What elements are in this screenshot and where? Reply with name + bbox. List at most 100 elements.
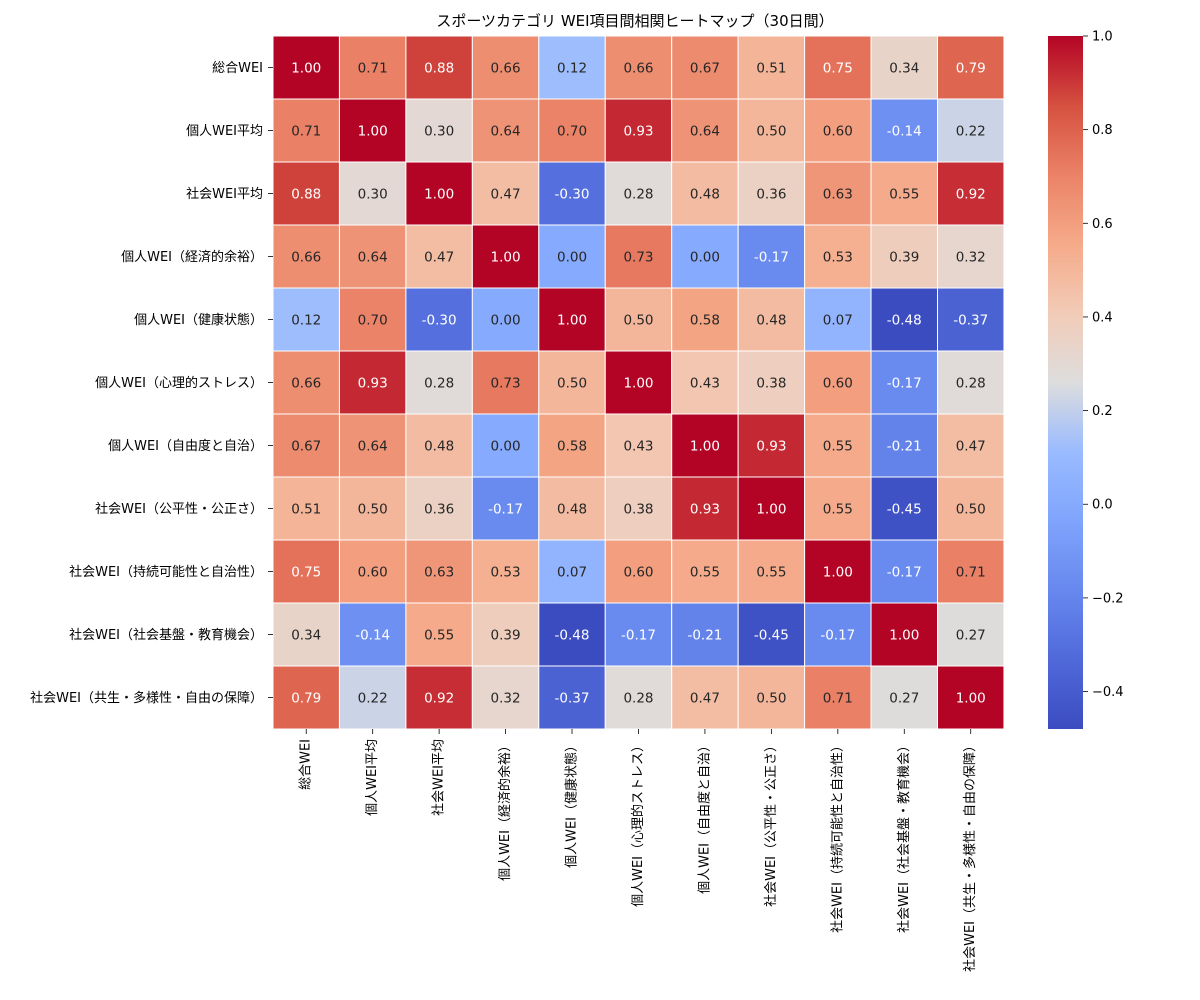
row-label-7: 社会WEI（公平性・公正さ） [95,501,263,517]
row-label-1: 個人WEI平均 [186,124,263,139]
cell-value-r0-c7: 0.51 [756,61,786,77]
heatmap-cell-r9-c0 [272,602,340,667]
cell-value-r6-c8: 0.55 [823,439,853,455]
cell-value-r0-c9: 0.34 [889,61,919,77]
cell-value-r10-c5: 0.28 [623,691,653,707]
cell-value-r2-c0: 0.88 [291,187,321,203]
cell-value-r0-c4: 0.12 [557,61,587,77]
heatmap-cell-r8-c2 [405,539,473,604]
cell-value-r7-c8: 0.55 [823,502,853,518]
heatmap-cell-r5-c0 [272,350,340,415]
heatmap-cell-r7-c4 [538,476,606,541]
cell-value-r6-c4: 0.58 [557,439,587,455]
cell-value-r10-c10: 1.00 [956,691,986,707]
heatmap-cell-r4-c0 [272,287,340,352]
cell-value-r6-c5: 0.43 [623,439,653,455]
heatmap-cell-r2-c0 [272,161,340,226]
colorbar-gradient [1048,36,1083,729]
cell-value-r8-c8: 1.00 [823,565,853,581]
cell-value-r4-c6: 0.58 [690,313,720,329]
colorbar-tick-label-7: −0.4 [1092,685,1124,700]
cell-value-r4-c10: -0.37 [953,313,988,329]
cell-value-r8-c10: 0.71 [956,565,986,581]
heatmap-cell-r0-c7 [737,35,806,100]
heatmap-cell-r1-c9 [870,98,938,163]
cell-value-r1-c10: 0.22 [956,124,986,140]
row-label-2: 社会WEI平均 [186,186,263,202]
heatmap-cell-r1-c4 [538,98,606,163]
heatmap-cell-r1-c7 [737,98,806,163]
heatmap-cell-r8-c0 [272,539,340,604]
heatmap-cell-r9-c2 [405,602,473,667]
cell-value-r10-c7: 0.50 [756,691,786,707]
cell-value-r3-c8: 0.53 [823,250,853,266]
row-label-8: 社会WEI（持続可能性と自治性） [69,564,263,580]
cell-value-r3-c3: 1.00 [491,250,521,266]
cell-value-r5-c7: 0.38 [756,376,786,392]
cell-value-r1-c6: 0.64 [690,124,720,140]
col-label-2: 社会WEI平均 [431,739,447,816]
heatmap-cell-r8-c8 [804,539,872,604]
cell-value-r9-c3: 0.39 [491,628,521,644]
col-label-6: 個人WEI（自由度と自治） [696,739,712,894]
row-label-6: 個人WEI（自由度と自治） [108,438,263,454]
cell-value-r5-c1: 0.93 [358,376,388,392]
cell-value-r6-c10: 0.47 [956,439,986,455]
cell-value-r6-c3: 0.00 [491,439,521,455]
heatmap-cell-r4-c5 [604,287,673,352]
heatmap-cell-r7-c10 [937,476,1005,541]
cell-value-r7-c9: -0.45 [887,502,922,518]
cell-value-r3-c5: 0.73 [623,250,653,266]
colorbar-tick-label-2: 0.6 [1092,217,1113,232]
heatmap-cell-r2-c10 [937,161,1005,226]
colorbar-tick-label-6: −0.2 [1092,591,1124,606]
cell-value-r1-c8: 0.60 [823,124,853,140]
heatmap-cell-r6-c0 [272,413,340,478]
cell-value-r9-c5: -0.17 [621,628,656,644]
heatmap-cell-r9-c3 [471,602,540,667]
cell-value-r3-c9: 0.39 [889,250,919,266]
heatmap-cell-r9-c4 [538,602,606,667]
heatmap-cell-r4-c6 [671,287,739,352]
heatmap-cell-r6-c5 [604,413,673,478]
col-label-3: 個人WEI（経済的余裕） [497,739,513,881]
cell-value-r0-c8: 0.75 [823,61,853,77]
cell-value-r0-c6: 0.67 [690,61,720,77]
cell-value-r2-c2: 1.00 [424,187,454,203]
heatmap-cell-r7-c7 [737,476,806,541]
heatmap-cell-r8-c9 [870,539,938,604]
cell-value-r6-c0: 0.67 [291,439,321,455]
heatmap-cell-r4-c4 [538,287,606,352]
heatmap-cell-r3-c8 [804,224,872,289]
cell-value-r5-c2: 0.28 [424,376,454,392]
heatmap-cell-r10-c8 [804,665,872,730]
heatmap-cell-r0-c9 [870,35,938,100]
cell-value-r5-c0: 0.66 [291,376,321,392]
cell-value-r4-c8: 0.07 [823,313,853,329]
cell-value-r10-c9: 0.27 [889,691,919,707]
heatmap-cell-r3-c4 [538,224,606,289]
heatmap-cell-r6-c10 [937,413,1005,478]
cell-value-r6-c6: 1.00 [690,439,720,455]
heatmap-cell-r0-c5 [604,35,673,100]
col-label-5: 個人WEI（心理的ストレス） [630,739,646,907]
cell-value-r8-c4: 0.07 [557,565,587,581]
cell-value-r5-c8: 0.60 [823,376,853,392]
cell-value-r9-c2: 0.55 [424,628,454,644]
heatmap-cell-r10-c5 [604,665,673,730]
cell-value-r6-c7: 0.93 [756,439,786,455]
col-label-7: 社会WEI（公平性・公正さ） [763,739,779,907]
row-label-3: 個人WEI（経済的余裕） [121,249,263,265]
row-label-4: 個人WEI（健康状態） [134,312,263,328]
cell-value-r6-c1: 0.64 [358,439,388,455]
cell-value-r8-c7: 0.55 [756,565,786,581]
heatmap-cell-r2-c4 [538,161,606,226]
heatmap-cell-r2-c5 [604,161,673,226]
heatmap-cell-r6-c8 [804,413,872,478]
heatmap-cell-r8-c7 [737,539,806,604]
heatmap-cell-r3-c2 [405,224,473,289]
cell-value-r10-c8: 0.71 [823,691,853,707]
col-label-4: 個人WEI（健康状態） [564,739,580,868]
heatmap-cell-r3-c6 [671,224,739,289]
